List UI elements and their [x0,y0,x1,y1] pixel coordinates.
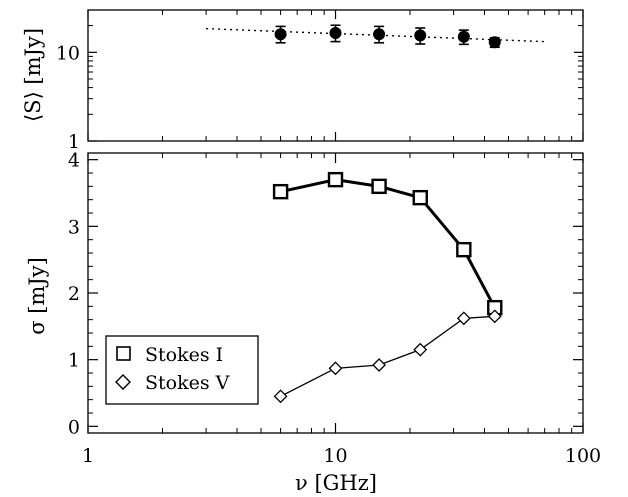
legend-stokes-v-label: Stokes V [145,372,230,394]
bottom-y-tick-label: 4 [68,150,80,172]
top-flux-point [329,27,342,40]
stokes-v-diamond-marker [487,309,502,324]
stokes-v-diamond-marker [273,389,288,404]
top-y-tick-label: 10 [56,42,80,64]
legend-stokes-i-label: Stokes I [145,344,223,366]
legend-stokes-i-square-icon [116,346,131,361]
stokes-v-diamond-marker [456,311,471,326]
top-flux-point [488,36,501,49]
top-panel-flux: 1 10 ⟨S⟩ [mJy] [21,9,584,153]
bottom-y-tick-label: 3 [68,216,80,238]
stokes-v-diamond-marker [372,358,387,372]
bottom-y-tick-label: 2 [68,283,80,305]
stokes-v-diamond-marker [328,361,343,376]
stokes-v-series-line [280,315,495,397]
bottom-y-tick-label: 1 [68,350,80,372]
legend-box [105,335,259,405]
stokes-v-diamond-marker [413,342,428,357]
stokes-i-square-marker [456,241,472,258]
legend: Stokes I Stokes V [105,335,259,405]
top-flux-point [457,30,470,43]
stokes-i-square-marker [327,171,344,188]
bottom-y-axis-title: σ [mJy] [25,257,49,335]
legend-stokes-v-diamond-icon [115,374,131,390]
stokes-i-square-marker [412,189,428,206]
bottom-x-tick-label: 100 [565,445,601,467]
bottom-y-tick-label: 0 [68,416,80,438]
bottom-x-tick-label: 1 [82,445,94,467]
top-y-tick-label: 1 [68,131,80,153]
top-flux-point [373,28,386,41]
top-y-axis-title: ⟨S⟩ [mJy] [21,28,45,122]
stokes-i-square-marker [272,183,289,200]
top-flux-point [274,28,287,41]
x-axis-title: ν [GHz] [295,471,377,495]
bottom-x-tick-label: 10 [323,445,347,467]
top-flux-point [414,29,427,42]
stokes-i-series-line [280,178,497,309]
stokes-i-square-marker [371,178,387,195]
